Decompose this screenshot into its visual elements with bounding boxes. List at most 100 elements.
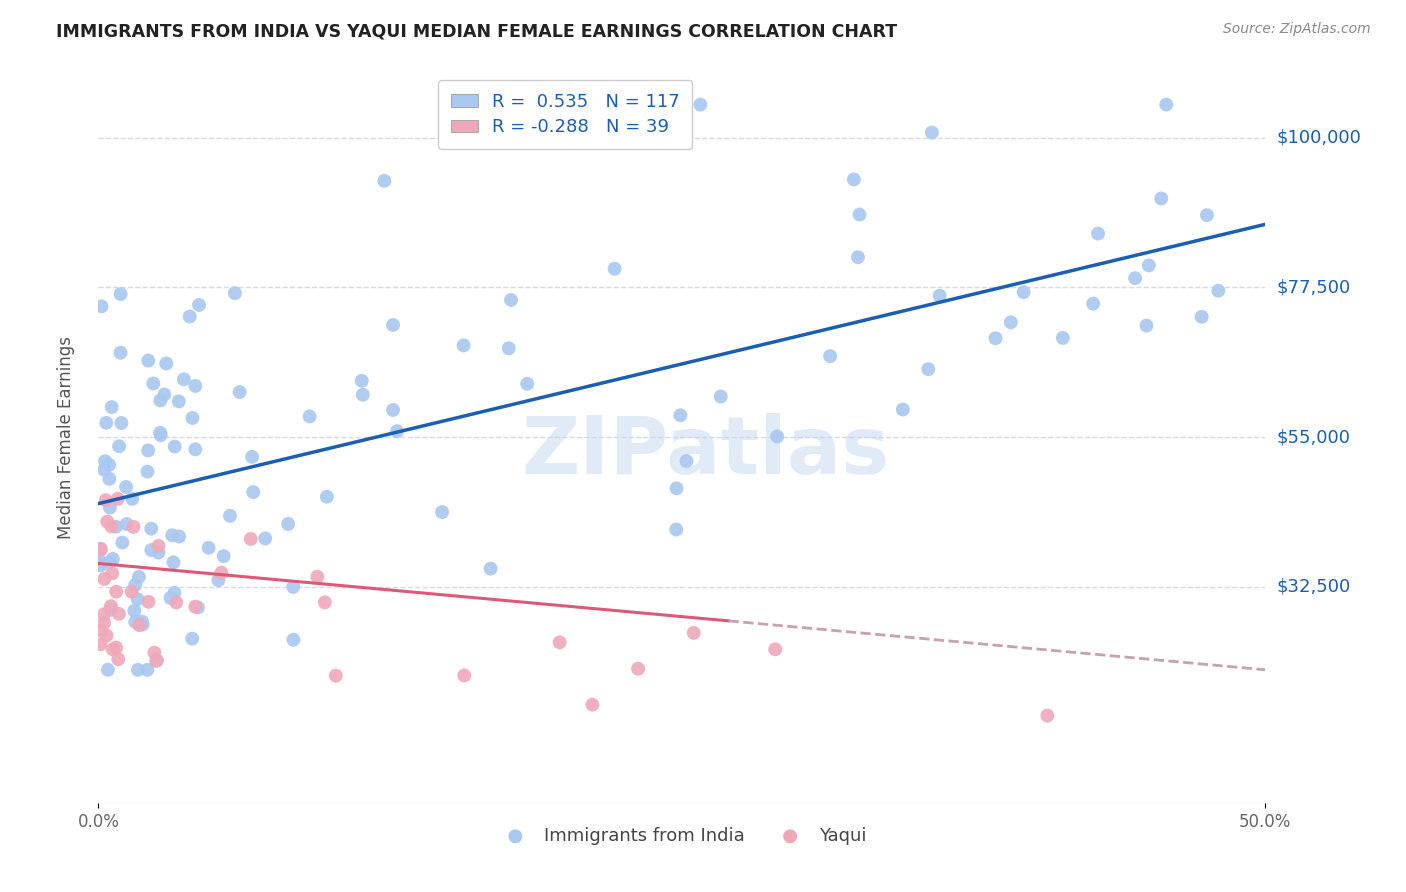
- Point: [105, 584, 128, 599]
- Point: [100, 519, 122, 533]
- Point: [1000, 315, 1022, 329]
- Y-axis label: Median Female Earnings: Median Female Earnings: [56, 335, 75, 539]
- Point: [283, 632, 305, 647]
- Point: [149, 425, 172, 440]
- Point: [90, 637, 112, 651]
- Point: [148, 546, 170, 560]
- Point: [181, 632, 204, 646]
- Point: [763, 642, 786, 657]
- Point: [90, 624, 112, 638]
- Point: [141, 522, 163, 536]
- Point: [184, 442, 207, 457]
- Point: [143, 646, 166, 660]
- Point: [100, 599, 122, 614]
- Point: [101, 566, 124, 581]
- Point: [242, 485, 264, 500]
- Point: [110, 287, 132, 301]
- Point: [136, 353, 159, 368]
- Point: [100, 400, 122, 414]
- Point: [682, 626, 704, 640]
- Point: [94, 454, 117, 468]
- Point: [131, 617, 153, 632]
- Point: [846, 250, 869, 264]
- Point: [498, 341, 520, 355]
- Point: [240, 450, 263, 464]
- Point: [100, 603, 122, 617]
- Point: [98, 555, 121, 569]
- Point: [96, 416, 118, 430]
- Point: [921, 126, 943, 140]
- Point: [385, 424, 408, 438]
- Point: [101, 642, 124, 657]
- Point: [122, 520, 145, 534]
- Point: [162, 555, 184, 569]
- Point: [984, 331, 1007, 345]
- Text: ZIPatlas: ZIPatlas: [522, 413, 890, 491]
- Point: [184, 599, 207, 614]
- Point: [127, 592, 149, 607]
- Point: [277, 516, 299, 531]
- Text: Source: ZipAtlas.com: Source: ZipAtlas.com: [1223, 22, 1371, 37]
- Point: [149, 393, 172, 408]
- Point: [96, 628, 118, 642]
- Point: [1195, 208, 1218, 222]
- Point: [179, 310, 201, 324]
- Point: [124, 615, 146, 629]
- Point: [1012, 285, 1035, 300]
- Point: [283, 580, 305, 594]
- Point: [90, 541, 112, 556]
- Point: [254, 532, 277, 546]
- Point: [90, 558, 112, 573]
- Text: $55,000: $55,000: [1277, 428, 1351, 446]
- Point: [131, 615, 153, 629]
- Point: [128, 618, 150, 632]
- Point: [93, 615, 115, 630]
- Point: [93, 572, 115, 586]
- Point: [146, 653, 169, 667]
- Point: [188, 298, 211, 312]
- Point: [499, 293, 522, 307]
- Text: $32,500: $32,500: [1277, 578, 1351, 596]
- Point: [115, 480, 138, 494]
- Point: [1150, 191, 1173, 205]
- Point: [96, 515, 118, 529]
- Point: [93, 463, 115, 477]
- Point: [93, 607, 115, 622]
- Point: [207, 573, 229, 587]
- Point: [891, 402, 914, 417]
- Point: [127, 663, 149, 677]
- Point: [163, 586, 186, 600]
- Point: [350, 374, 373, 388]
- Point: [627, 662, 650, 676]
- Point: [128, 570, 150, 584]
- Point: [142, 376, 165, 391]
- Point: [1156, 97, 1178, 112]
- Point: [219, 508, 242, 523]
- Point: [212, 549, 235, 563]
- Point: [581, 698, 603, 712]
- Point: [382, 318, 405, 332]
- Point: [453, 668, 475, 682]
- Point: [98, 472, 121, 486]
- Point: [325, 668, 347, 682]
- Point: [110, 416, 132, 430]
- Point: [1208, 284, 1230, 298]
- Point: [818, 349, 841, 363]
- Point: [1137, 259, 1160, 273]
- Point: [136, 663, 159, 677]
- Point: [136, 465, 159, 479]
- Point: [124, 578, 146, 592]
- Point: [1123, 271, 1146, 285]
- Point: [165, 595, 187, 609]
- Point: [148, 539, 170, 553]
- Point: [603, 261, 626, 276]
- Point: [228, 385, 250, 400]
- Point: [98, 500, 121, 515]
- Point: [382, 403, 405, 417]
- Text: $77,500: $77,500: [1277, 278, 1351, 296]
- Point: [163, 440, 186, 454]
- Point: [184, 379, 207, 393]
- Point: [97, 663, 120, 677]
- Point: [124, 604, 146, 618]
- Text: $100,000: $100,000: [1277, 128, 1361, 147]
